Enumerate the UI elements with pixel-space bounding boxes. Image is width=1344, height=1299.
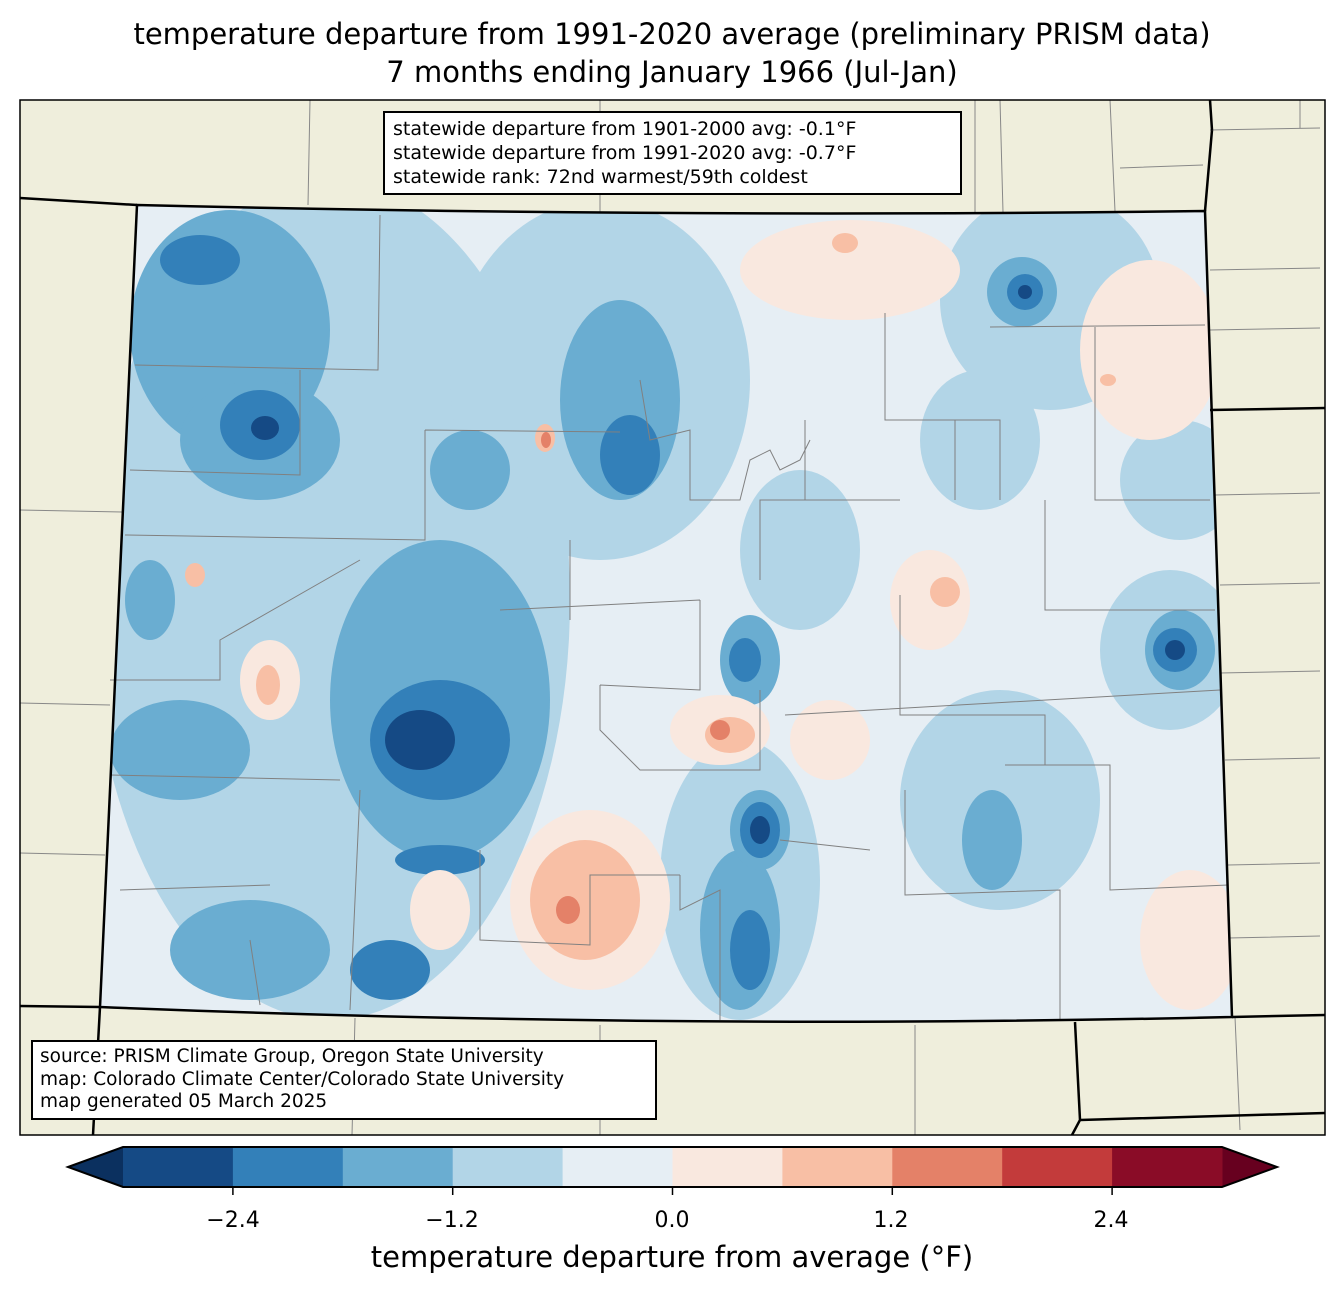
map-title: temperature departure from 1991-2020 ave… bbox=[133, 17, 1211, 51]
colorbar-over-arrow bbox=[1222, 1147, 1277, 1187]
map-subtitle: 7 months ending January 1966 (Jul-Jan) bbox=[386, 55, 958, 89]
map-frame bbox=[19, 99, 1326, 1136]
statewide-stats-box: statewide departure from 1901-2000 avg: … bbox=[383, 111, 962, 195]
colorbar-bin bbox=[123, 1147, 234, 1187]
county-boundaries bbox=[109, 214, 1229, 1020]
colorbar-tick-label: −2.4 bbox=[206, 1208, 260, 1233]
colorbar-tick-label: 2.4 bbox=[1093, 1208, 1129, 1233]
colorbar-tick-label: −1.2 bbox=[425, 1208, 479, 1233]
colorbar-bin bbox=[1002, 1147, 1113, 1187]
colorbar-label: temperature departure from average (°F) bbox=[370, 1240, 974, 1274]
source-line: source: PRISM Climate Group, Oregon Stat… bbox=[40, 1046, 544, 1067]
colorbar-bin bbox=[672, 1147, 783, 1187]
colorbar-outline bbox=[65, 1146, 1280, 1188]
temperature-departure-field bbox=[100, 205, 1232, 1022]
colorbar-under-arrow bbox=[68, 1147, 123, 1187]
stat-rank: statewide rank: 72nd warmest/59th coldes… bbox=[393, 166, 808, 188]
map-credit-line: map: Colorado Climate Center/Colorado St… bbox=[40, 1068, 565, 1090]
colorbar-bin bbox=[892, 1147, 1003, 1187]
colorbar bbox=[65, 1146, 1280, 1195]
generated-date-line: map generated 05 March 2025 bbox=[40, 1091, 328, 1112]
colorbar-bin bbox=[782, 1147, 893, 1187]
colorbar-bin bbox=[342, 1147, 454, 1187]
stat-1991-2020: statewide departure from 1991-2020 avg: … bbox=[393, 142, 857, 164]
stat-1901-2000: statewide departure from 1901-2000 avg: … bbox=[393, 118, 857, 140]
source-box: source: PRISM Climate Group, Oregon Stat… bbox=[31, 1040, 657, 1120]
colorbar-bin bbox=[1112, 1147, 1223, 1187]
colorbar-bin bbox=[562, 1147, 673, 1187]
colorbar-bin bbox=[232, 1147, 344, 1187]
colorbar-tick-label: 1.2 bbox=[873, 1208, 909, 1233]
colorbar-tick-label: 0.0 bbox=[654, 1208, 690, 1233]
colorbar-bin bbox=[452, 1147, 564, 1187]
